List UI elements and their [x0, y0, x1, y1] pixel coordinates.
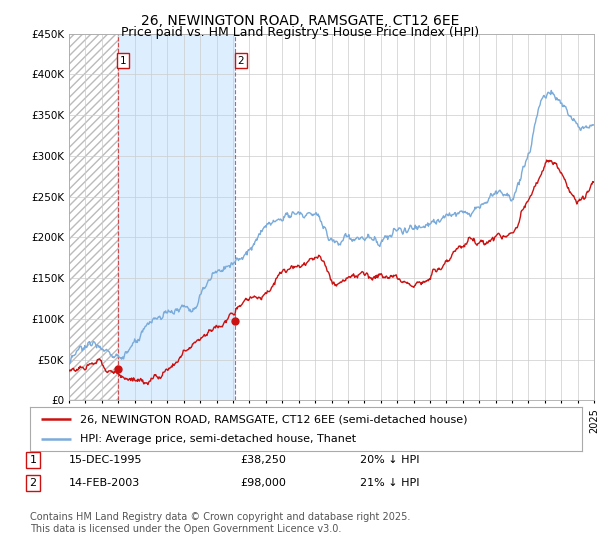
- Text: 2: 2: [238, 55, 244, 66]
- Text: 26, NEWINGTON ROAD, RAMSGATE, CT12 6EE (semi-detached house): 26, NEWINGTON ROAD, RAMSGATE, CT12 6EE (…: [80, 414, 467, 424]
- Text: HPI: Average price, semi-detached house, Thanet: HPI: Average price, semi-detached house,…: [80, 433, 356, 444]
- Text: 21% ↓ HPI: 21% ↓ HPI: [360, 478, 419, 488]
- Text: 20% ↓ HPI: 20% ↓ HPI: [360, 455, 419, 465]
- Text: 15-DEC-1995: 15-DEC-1995: [69, 455, 143, 465]
- Text: 26, NEWINGTON ROAD, RAMSGATE, CT12 6EE: 26, NEWINGTON ROAD, RAMSGATE, CT12 6EE: [141, 14, 459, 28]
- Text: Price paid vs. HM Land Registry's House Price Index (HPI): Price paid vs. HM Land Registry's House …: [121, 26, 479, 39]
- Text: 1: 1: [120, 55, 127, 66]
- Text: £38,250: £38,250: [240, 455, 286, 465]
- Text: Contains HM Land Registry data © Crown copyright and database right 2025.
This d: Contains HM Land Registry data © Crown c…: [30, 512, 410, 534]
- Bar: [118, 34, 235, 400]
- Text: 2: 2: [29, 478, 37, 488]
- Text: 14-FEB-2003: 14-FEB-2003: [69, 478, 140, 488]
- Text: £98,000: £98,000: [240, 478, 286, 488]
- Text: 1: 1: [29, 455, 37, 465]
